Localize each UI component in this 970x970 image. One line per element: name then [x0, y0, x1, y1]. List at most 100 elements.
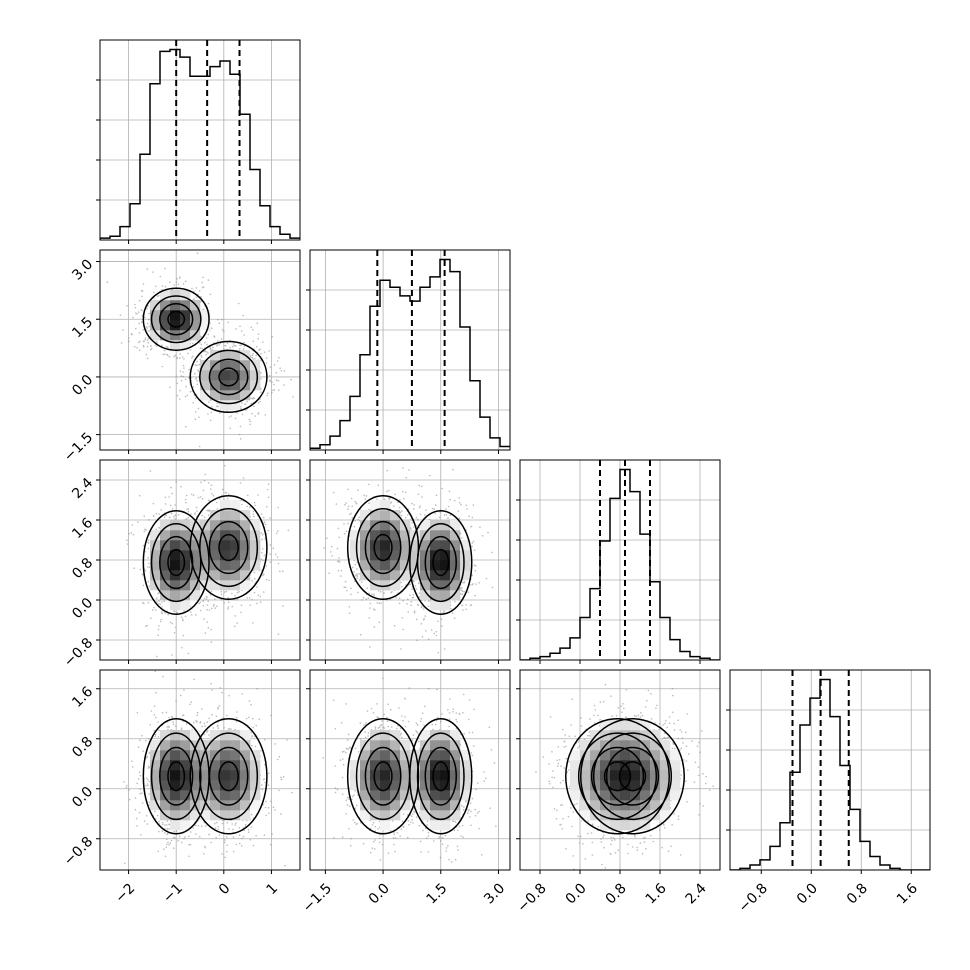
- density-cell: [170, 530, 181, 541]
- density-cell: [620, 730, 631, 741]
- density-cell: [430, 570, 441, 581]
- density-cell: [430, 590, 441, 601]
- density-cell: [170, 820, 181, 831]
- density-cell: [240, 730, 251, 741]
- contour-line: [218, 761, 239, 792]
- density-cell: [350, 540, 361, 551]
- density-cell: [580, 750, 591, 761]
- x-tick-label: 1.6: [894, 880, 921, 907]
- density-cell: [170, 810, 181, 821]
- density-cell: [380, 780, 391, 791]
- density-cell: [210, 530, 221, 541]
- x-tick-label: 1.6: [643, 880, 670, 907]
- density-cell: [630, 760, 641, 771]
- histogram-step: [310, 258, 510, 450]
- density-cell: [250, 770, 261, 781]
- x-tick-label: 1.5: [423, 880, 450, 907]
- density-cell: [240, 760, 251, 771]
- density-cell: [660, 800, 671, 811]
- density-cell: [650, 750, 661, 761]
- contour-line: [355, 507, 411, 588]
- density-cell: [160, 300, 171, 311]
- density-cell: [210, 380, 221, 391]
- density-cell: [360, 760, 371, 771]
- panel-frame: [309, 669, 511, 871]
- density-cell: [190, 740, 201, 751]
- density-cell: [250, 760, 261, 771]
- density-cell: [160, 570, 171, 581]
- density-cell: [180, 790, 191, 801]
- density-cell: [170, 540, 181, 551]
- scatter-panel-4-2: [310, 670, 510, 870]
- density-cell: [650, 800, 661, 811]
- density-cell: [170, 560, 181, 571]
- density-cell: [380, 730, 391, 741]
- density-cell: [420, 540, 431, 551]
- density-cell: [170, 780, 181, 791]
- density-cell: [390, 740, 401, 751]
- density-cell: [200, 370, 211, 381]
- density-cell: [400, 560, 411, 571]
- x-tick-label: 0.8: [603, 880, 630, 907]
- density-cell: [380, 560, 391, 571]
- density-cell: [370, 770, 381, 781]
- density-cell: [380, 550, 391, 561]
- density-cell: [400, 770, 411, 781]
- density-cell: [600, 750, 611, 761]
- y-tick-label: 0.0: [69, 784, 96, 811]
- density-cell: [170, 770, 181, 781]
- density-cell: [150, 320, 161, 331]
- density-cell: [180, 520, 191, 531]
- density-cell: [570, 750, 581, 761]
- contour-line: [159, 303, 194, 336]
- density-cell: [210, 550, 221, 561]
- density-cell: [370, 750, 381, 761]
- density-cell: [360, 790, 371, 801]
- density-cell: [390, 580, 401, 591]
- density-cell: [420, 810, 431, 821]
- density-cell: [220, 740, 231, 751]
- density-cell: [160, 290, 171, 301]
- density-cell: [190, 810, 201, 821]
- scatter-panel-4-1: [100, 670, 300, 870]
- density-cell: [600, 780, 611, 791]
- density-cell: [400, 750, 411, 761]
- density-cell: [210, 520, 221, 531]
- density-cell: [380, 580, 391, 591]
- density-cell: [420, 520, 431, 531]
- density-cell: [430, 770, 441, 781]
- density-cell: [380, 500, 391, 511]
- density-cell: [220, 510, 231, 521]
- density-cell: [220, 500, 231, 511]
- density-cell: [400, 740, 411, 751]
- density-cell: [200, 750, 211, 761]
- density-cell: [210, 760, 221, 771]
- x-tick-label: −1: [160, 880, 186, 906]
- density-cell: [370, 780, 381, 791]
- density-cell: [370, 500, 381, 511]
- density-cell: [440, 740, 451, 751]
- density-cell: [170, 310, 181, 321]
- density-cell: [200, 530, 211, 541]
- density-cell: [420, 580, 431, 591]
- density-cell: [150, 800, 161, 811]
- density-cell: [350, 550, 361, 561]
- density-cell: [400, 780, 411, 791]
- density-cell: [610, 740, 621, 751]
- density-cell: [250, 780, 261, 791]
- density-cell: [230, 740, 241, 751]
- y-tick-label: 0.0: [69, 372, 96, 399]
- density-cell: [380, 820, 391, 831]
- density-cell: [240, 360, 251, 371]
- contour-line: [199, 732, 259, 821]
- density-cell: [580, 740, 591, 751]
- density-cell: [240, 750, 251, 761]
- density-cell: [160, 540, 171, 551]
- histogram-step: [520, 468, 720, 660]
- density-cell: [190, 530, 201, 541]
- panel-frame: [99, 39, 301, 241]
- density-cell: [150, 580, 161, 591]
- density-cell: [230, 550, 241, 561]
- density-cell: [620, 810, 631, 821]
- density-cell: [180, 550, 191, 561]
